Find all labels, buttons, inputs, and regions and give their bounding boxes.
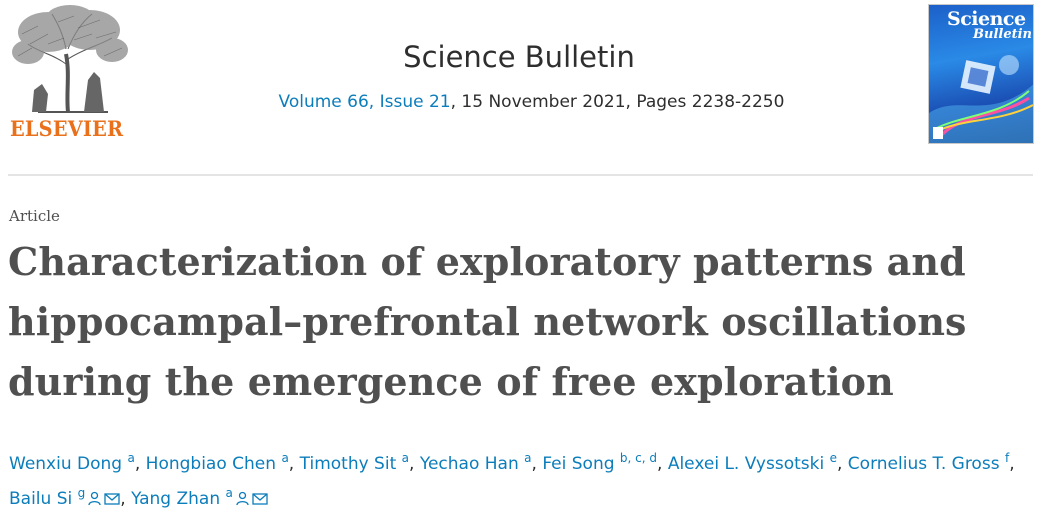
cover-artwork-icon xyxy=(929,55,1033,143)
article-type-label: Article xyxy=(9,207,60,225)
cover-title-science: Science xyxy=(947,8,1026,30)
header-divider xyxy=(8,174,1033,176)
author-link[interactable]: Wenxiu Dong a xyxy=(9,451,135,474)
elsevier-wordmark: ELSEVIER xyxy=(10,116,124,141)
author-link[interactable]: Yechao Han a xyxy=(419,451,532,474)
affiliation-sup: f xyxy=(1004,451,1010,465)
affiliation-sup: b, c, d xyxy=(619,451,658,465)
article-title-line: hippocampal–prefrontal network oscillati… xyxy=(8,299,967,344)
author-link[interactable]: Cornelius T. Gross f xyxy=(847,451,1010,474)
author-link[interactable]: Timothy Sit a xyxy=(299,451,410,474)
mail-icon[interactable] xyxy=(252,492,268,506)
affiliation-sup: a xyxy=(401,451,410,465)
journal-cover-image[interactable]: Science Bulletin xyxy=(928,4,1034,144)
issue-details: , 15 November 2021, Pages 2238-2250 xyxy=(450,92,785,112)
affiliation-sup: e xyxy=(829,451,837,465)
volume-issue-link[interactable]: Volume 66, Issue 21 xyxy=(278,92,451,112)
elsevier-logo[interactable]: ELSEVIER xyxy=(8,4,134,144)
author-link[interactable]: Fei Song b, c, d xyxy=(542,451,658,474)
mail-icon[interactable] xyxy=(104,492,120,506)
issue-line: Volume 66, Issue 21, 15 November 2021, P… xyxy=(0,92,1038,112)
elsevier-tree-icon xyxy=(12,5,128,113)
article-title-line: during the emergence of free exploration xyxy=(8,359,894,404)
journal-title[interactable]: Science Bulletin xyxy=(403,40,635,74)
article-title-line: Characterization of exploratory patterns… xyxy=(8,239,966,284)
affiliation-sup: a xyxy=(524,451,532,465)
person-icon[interactable] xyxy=(87,491,102,506)
article-title: Characterization of exploratory patterns… xyxy=(8,232,1028,412)
person-icon[interactable] xyxy=(235,491,250,506)
author-list: Wenxiu Dong a, Hongbiao Chen a, Timothy … xyxy=(9,451,1015,509)
affiliation-sup: a xyxy=(127,451,135,465)
affiliation-sup: g xyxy=(77,486,86,500)
author-link[interactable]: Alexei L. Vyssotski e xyxy=(667,451,837,474)
affiliation-sup: a xyxy=(281,451,289,465)
author-link[interactable]: Yang Zhan a xyxy=(131,486,268,509)
author-link[interactable]: Hongbiao Chen a xyxy=(145,451,289,474)
author-link[interactable]: Bailu Si g xyxy=(9,486,120,509)
cover-title-bulletin: Bulletin xyxy=(973,27,1032,42)
affiliation-sup: a xyxy=(225,486,233,500)
